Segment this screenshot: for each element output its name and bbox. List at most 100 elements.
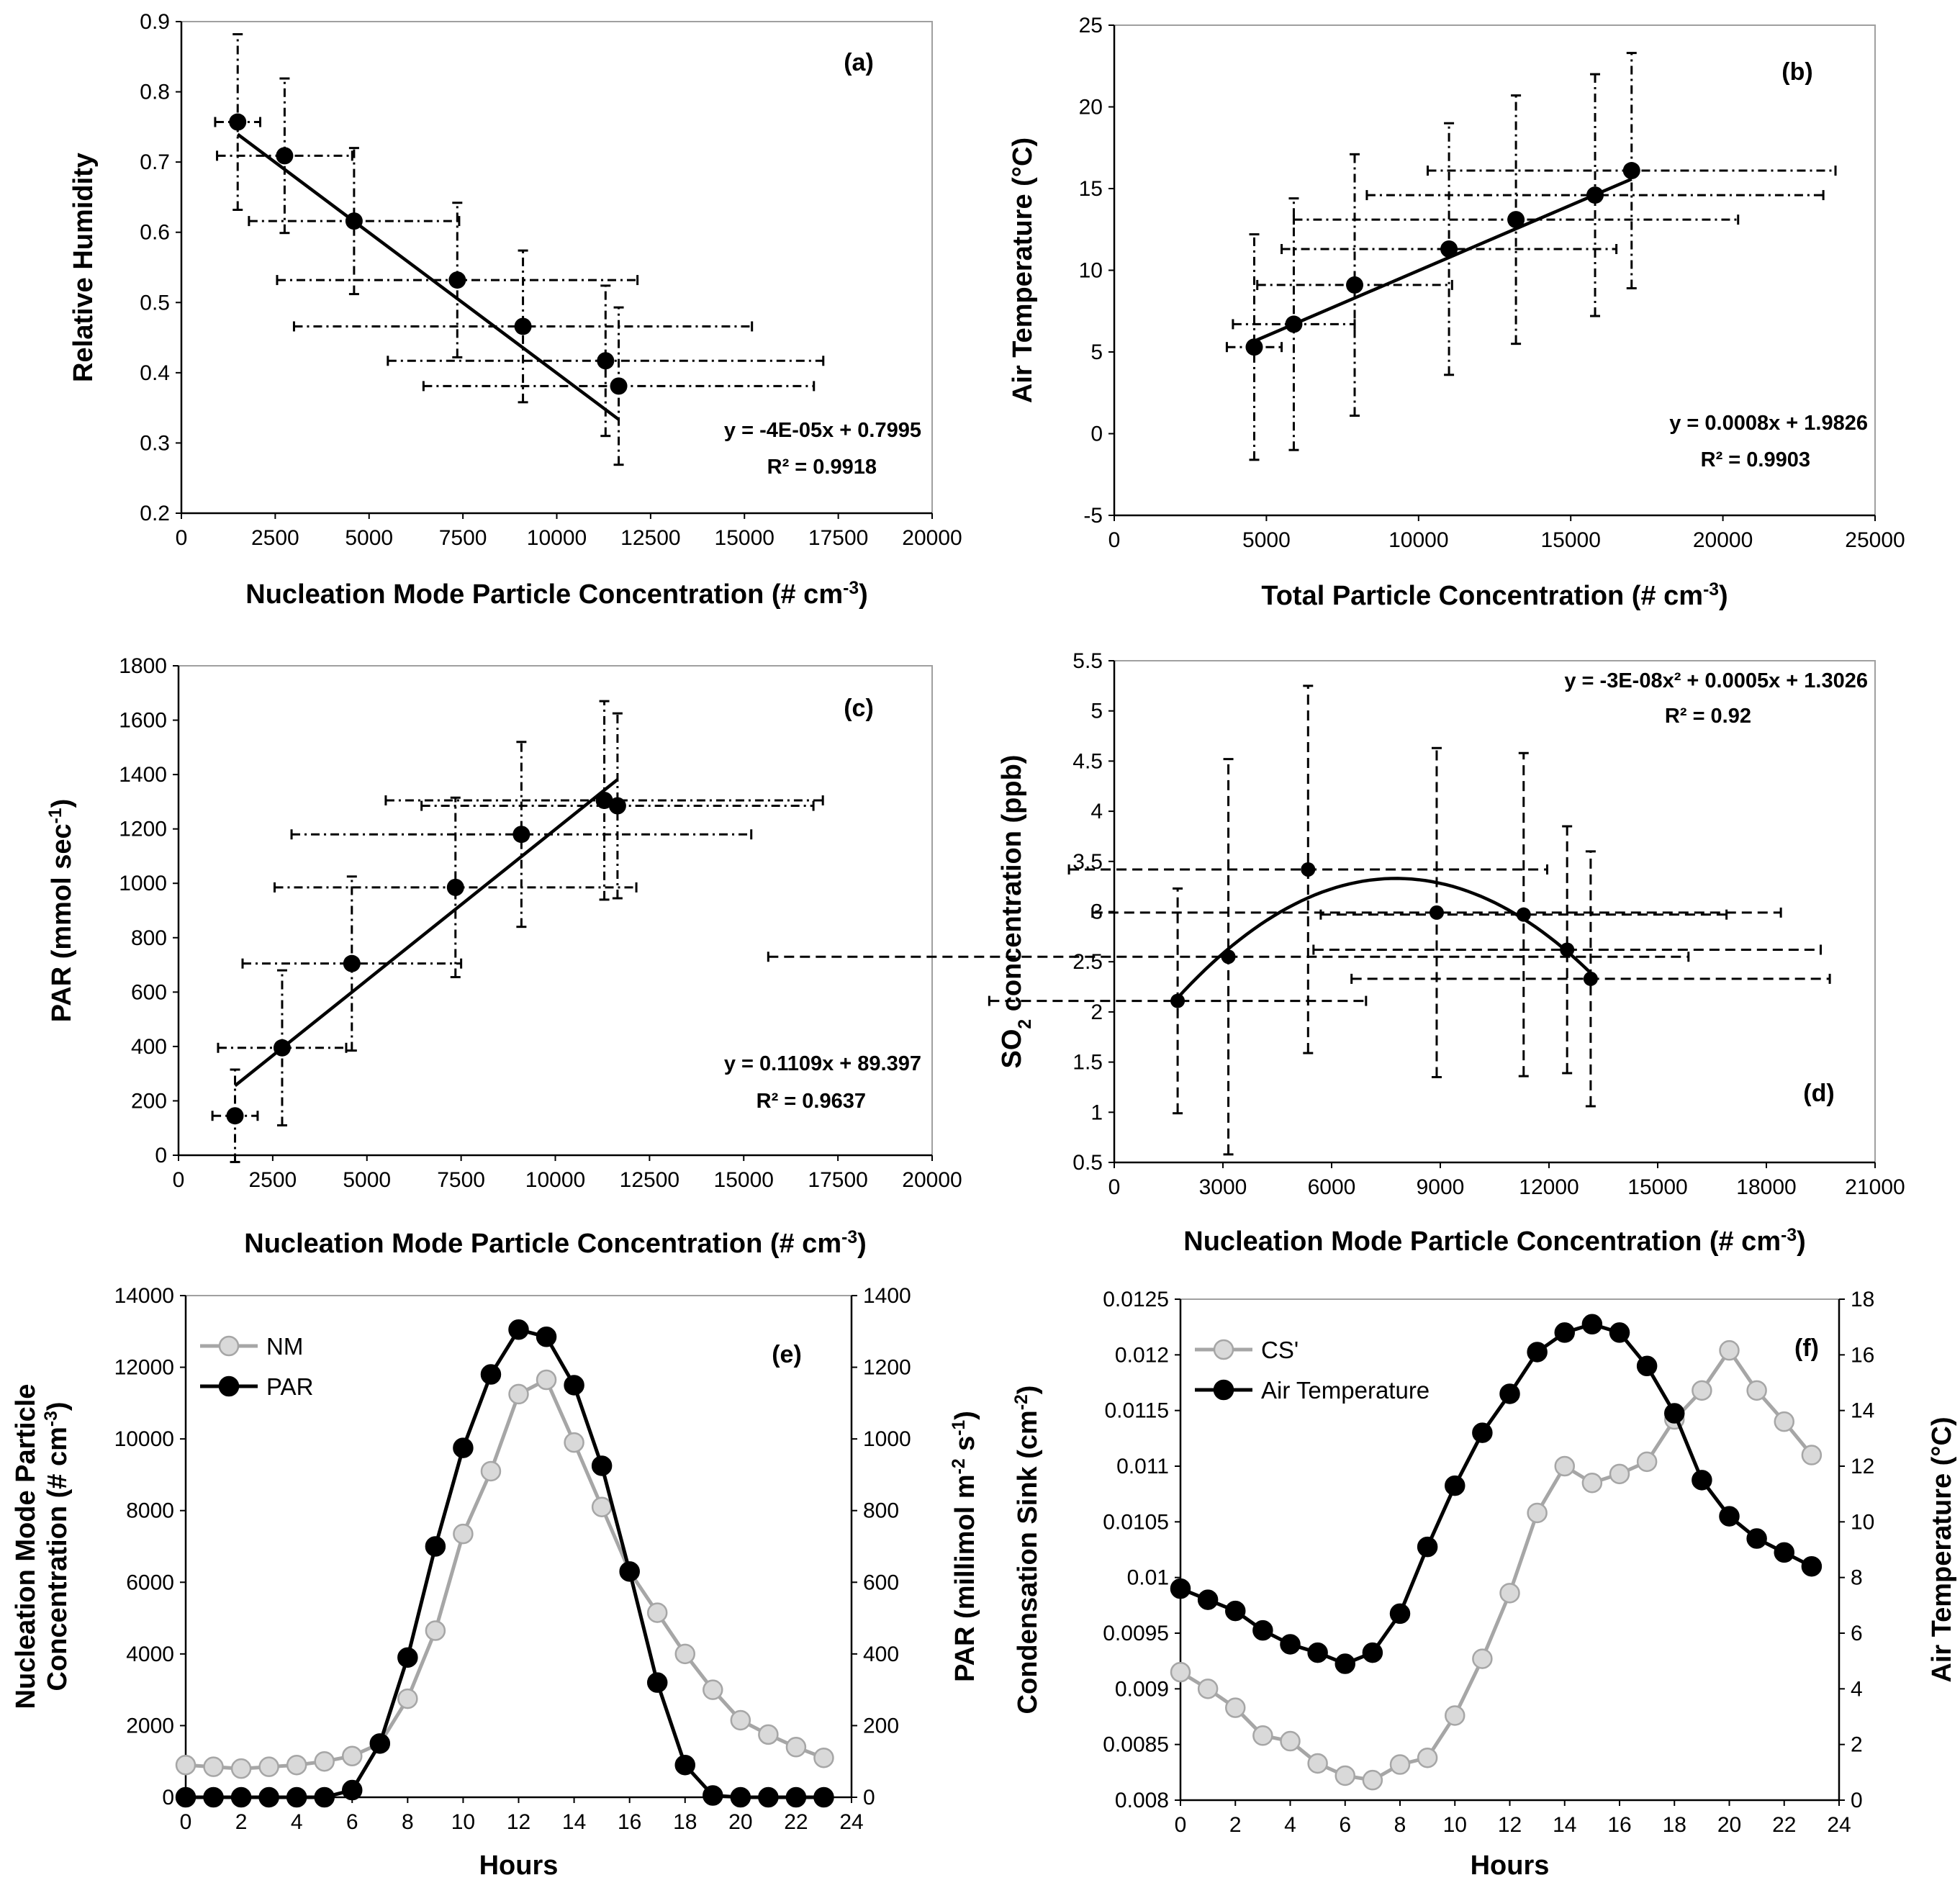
series-marker-1 — [453, 1437, 474, 1458]
legend-marker-0 — [218, 1335, 240, 1357]
trendline-equation: y = 0.1109x + 89.397 — [724, 1052, 921, 1075]
series-marker-1 — [1692, 1470, 1712, 1491]
x-axis-label: Nucleation Mode Particle Concentration (… — [244, 1228, 866, 1260]
data-point — [1429, 905, 1444, 920]
series-marker-1 — [1527, 1342, 1548, 1363]
series-marker-0 — [646, 1602, 668, 1623]
series-marker-1 — [425, 1536, 446, 1557]
x-tick-label: 4 — [291, 1810, 303, 1834]
series-marker-1 — [591, 1455, 613, 1476]
y-axis-label-line2: Concentration (# cm-3) — [42, 1402, 73, 1691]
series-marker-1 — [1334, 1653, 1355, 1674]
series-marker-1 — [286, 1786, 307, 1808]
series-marker-1 — [1280, 1634, 1301, 1655]
series-marker-1 — [342, 1779, 363, 1801]
x-tick-label: 10 — [1443, 1813, 1467, 1837]
data-point — [226, 1107, 244, 1125]
x-tick-label: 8 — [402, 1810, 414, 1834]
data-point — [1586, 186, 1604, 204]
y-tick-label: 5 — [1090, 700, 1103, 723]
x-tick-label: 2500 — [249, 1168, 297, 1192]
series-marker-1 — [1389, 1603, 1411, 1625]
series-marker-0 — [286, 1754, 307, 1776]
series-marker-1 — [1472, 1422, 1493, 1443]
y-tick-label: 4.5 — [1072, 749, 1103, 773]
y-tick-label: 1.5 — [1072, 1051, 1103, 1075]
series-marker-0 — [1499, 1583, 1520, 1604]
series-marker-0 — [1609, 1463, 1630, 1485]
y-tick-label: 6000 — [126, 1571, 174, 1594]
y-tick-label: 1600 — [119, 709, 167, 733]
y-tick-label: 1 — [1090, 1101, 1103, 1124]
panel-label: (d) — [1803, 1080, 1834, 1107]
series-marker-0 — [1719, 1339, 1740, 1361]
series-marker-0 — [1389, 1754, 1411, 1775]
y-right-tick-label: 800 — [863, 1499, 899, 1523]
y-right-tick-label: 6 — [1851, 1622, 1863, 1645]
y-tick-label: 25 — [1079, 14, 1103, 37]
series-marker-1 — [1225, 1600, 1246, 1622]
data-point — [1221, 949, 1236, 964]
legend-marker-1 — [1213, 1379, 1234, 1401]
panel-label: (a) — [844, 49, 874, 76]
x-tick-label: 17500 — [808, 1168, 867, 1192]
series-marker-1 — [1554, 1322, 1575, 1343]
y-tick-label: 10 — [1079, 259, 1103, 283]
x-tick-label: 18000 — [1736, 1175, 1796, 1199]
y-tick-label: 15 — [1079, 177, 1103, 201]
data-point — [276, 147, 294, 165]
series-marker-1 — [1774, 1542, 1794, 1563]
y-tick-label: 0.2 — [140, 502, 170, 525]
series-marker-1 — [1581, 1314, 1603, 1335]
chart-a: 0 2500 5000 7500 10000 12500 15000 17500 20000 0.… — [68, 10, 962, 610]
x-tick-label: 17500 — [808, 526, 868, 550]
y-tick-label: 400 — [131, 1035, 167, 1059]
y-tick-label: 2.5 — [1072, 950, 1103, 974]
y-tick-label: 20 — [1079, 96, 1103, 119]
x-tick-label: 3000 — [1199, 1175, 1247, 1199]
y-tick-label: 5 — [1090, 340, 1103, 364]
series-marker-0 — [1252, 1725, 1273, 1746]
legend-label-1: PAR — [266, 1373, 313, 1400]
x-tick-label: 14 — [562, 1810, 586, 1834]
r-squared: R² = 0.92 — [1665, 705, 1751, 728]
data-point — [512, 826, 530, 844]
y-axis-right-label: PAR (millimol m-2 s-1) — [949, 1411, 981, 1682]
x-tick-label: 2 — [1229, 1813, 1242, 1837]
series-marker-0 — [564, 1432, 584, 1453]
series-marker-0 — [508, 1383, 529, 1405]
y-tick-label: 0.01 — [1127, 1566, 1169, 1590]
y-tick-label: 0.7 — [140, 150, 170, 174]
series-marker-0 — [1554, 1455, 1575, 1477]
y-axis-label: SO2 concentration (ppb) — [997, 755, 1035, 1069]
series-marker-0 — [785, 1737, 807, 1758]
y-tick-label: 0.4 — [140, 361, 170, 385]
y-tick-label: 0.5 — [1072, 1151, 1103, 1175]
y-tick-label: 0.5 — [140, 291, 170, 315]
data-point — [1440, 240, 1458, 258]
y-tick-label: 800 — [131, 926, 167, 950]
series-marker-1 — [1362, 1642, 1383, 1663]
x-tick-label: 8 — [1394, 1813, 1406, 1837]
series-marker-0 — [203, 1756, 224, 1777]
legend-label-0: NM — [266, 1333, 303, 1360]
series-marker-0 — [453, 1523, 474, 1545]
r-squared: R² = 0.9918 — [767, 456, 877, 479]
y-right-tick-label: 8 — [1851, 1566, 1863, 1590]
data-point — [343, 954, 361, 972]
x-tick-label: 0 — [1175, 1813, 1187, 1837]
panel-label: (b) — [1781, 58, 1812, 86]
series-marker-0 — [1445, 1705, 1466, 1726]
legend-label-0: CS' — [1261, 1337, 1299, 1363]
x-tick-label: 15000 — [1627, 1175, 1687, 1199]
series-marker-0 — [1170, 1661, 1191, 1683]
series-marker-0 — [1636, 1451, 1658, 1473]
y-tick-label: 5.5 — [1072, 649, 1103, 673]
y-tick-label: 1400 — [119, 763, 167, 787]
x-tick-label: 6 — [346, 1810, 358, 1834]
y-tick-label: 2 — [1090, 1000, 1103, 1024]
y-tick-label: 8000 — [126, 1499, 174, 1523]
x-tick-label: 7500 — [437, 1168, 485, 1192]
x-tick-label: 18 — [1663, 1813, 1686, 1837]
x-axis-label: Nucleation Mode Particle Concentration (… — [245, 579, 867, 610]
